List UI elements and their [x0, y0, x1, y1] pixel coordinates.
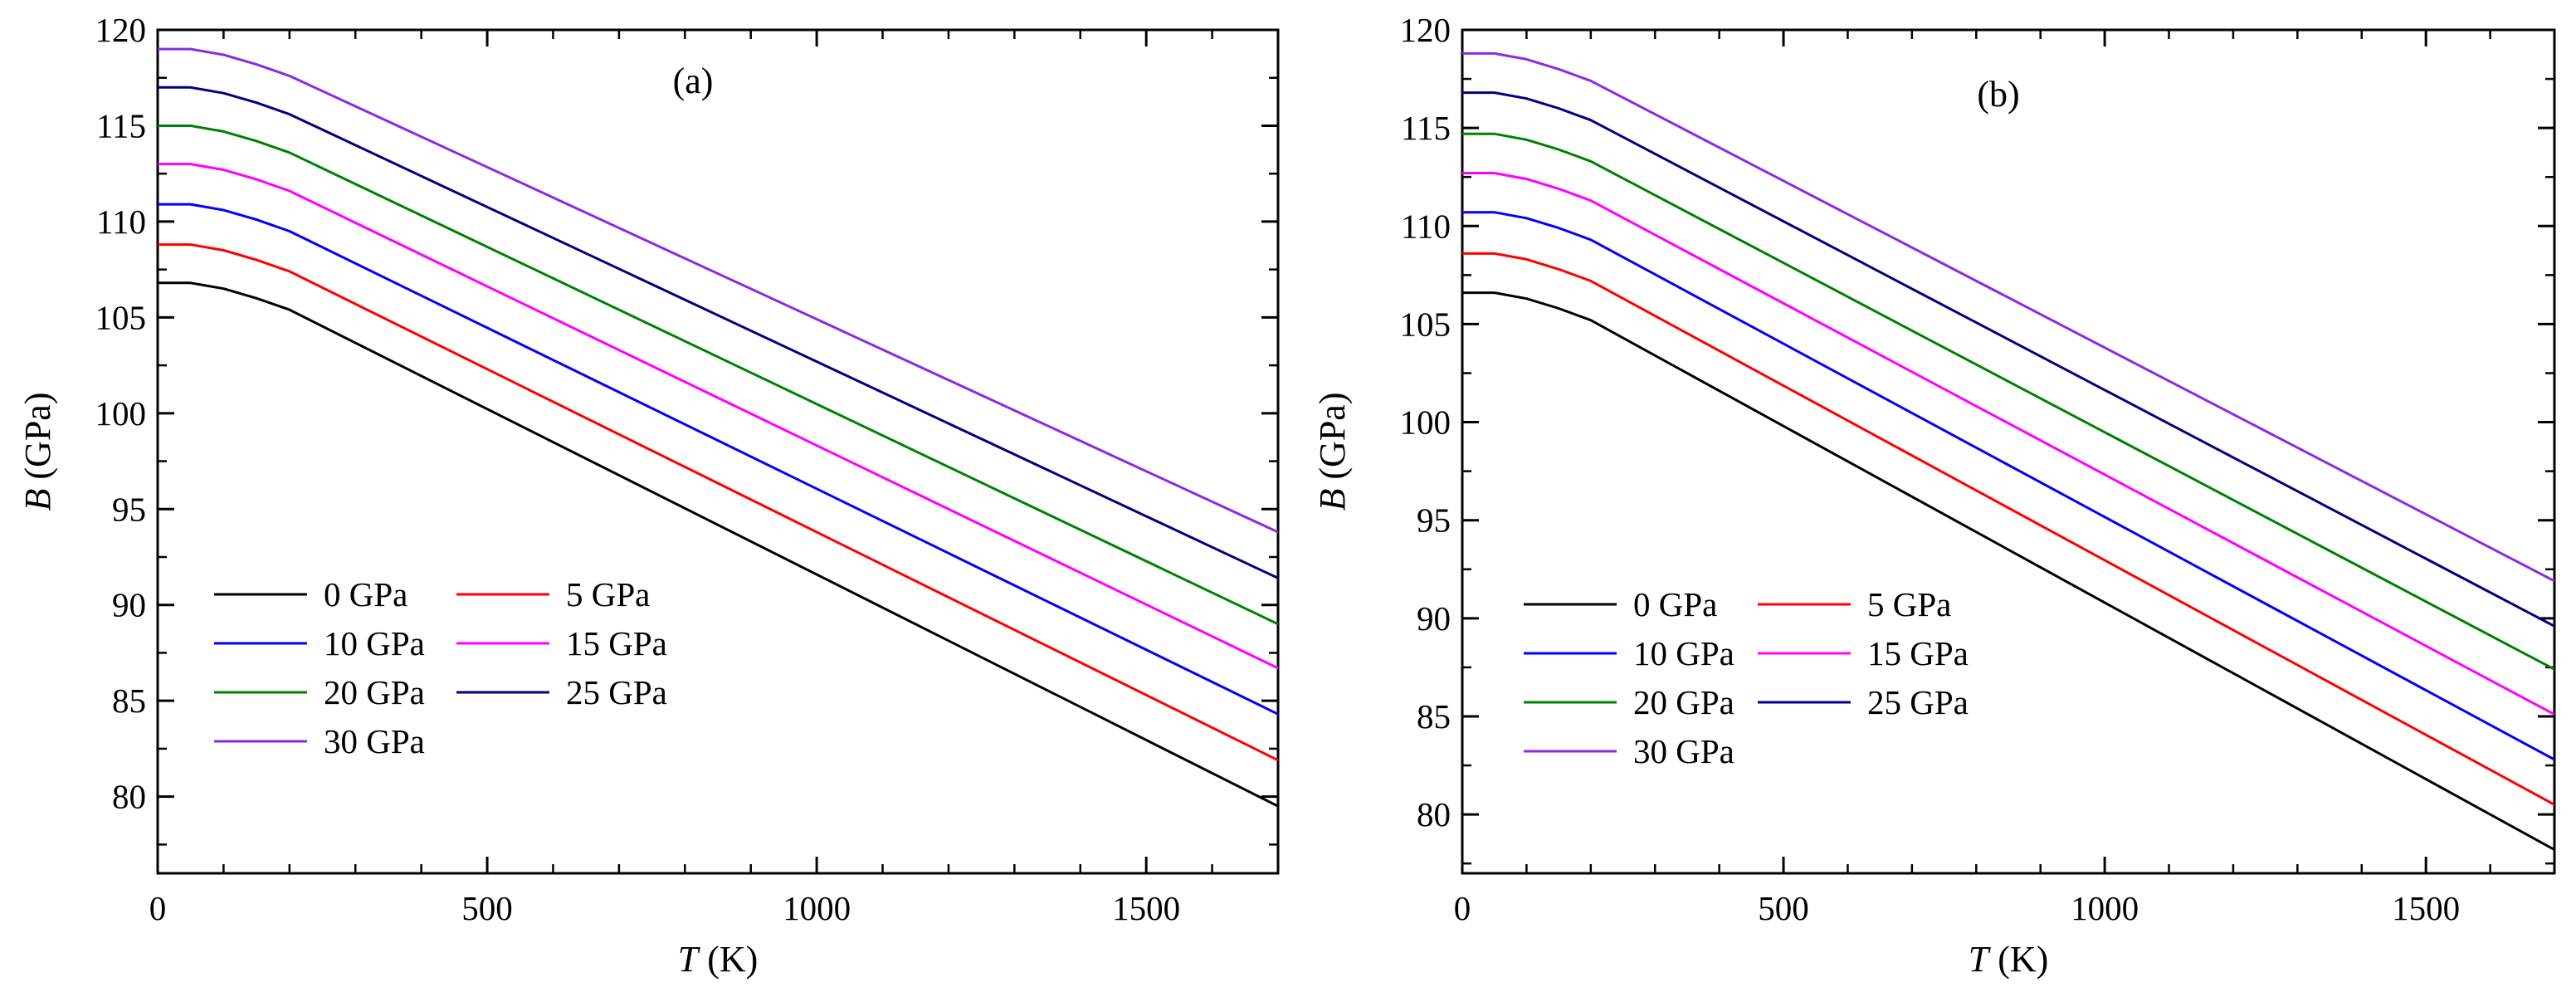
- panel-label: (a): [673, 61, 714, 101]
- chart-panel-2: 0 500 1000 1500 80 85 90 95 100 105 110 115 120 T (K)…: [1312, 11, 2556, 980]
- legend-label: 20 GPa: [324, 673, 425, 711]
- x-axis-title-variable: T: [1969, 939, 1992, 980]
- y-tick-label: 90: [1417, 599, 1451, 638]
- series-line-5-gpa: [158, 243, 1279, 762]
- series-line-10-gpa: [158, 203, 1279, 716]
- y-tick-label: 90: [112, 586, 146, 624]
- y-tick-label: 115: [96, 106, 146, 144]
- legend-label: 25 GPa: [1867, 683, 1969, 721]
- x-tick-label: 500: [461, 889, 513, 927]
- legend-label: 15 GPa: [1867, 634, 1969, 672]
- series-line-10-gpa: [1462, 211, 2555, 761]
- x-tick-label: 0: [149, 889, 167, 927]
- y-tick-label: 80: [1417, 795, 1451, 833]
- chart-panel-1: 0 500 1000 1500 80 85 90 95 100 105 110 115 120 T (K)…: [17, 11, 1280, 980]
- y-tick-label: 80: [112, 778, 146, 816]
- legend-label: 30 GPa: [324, 722, 425, 760]
- series-line-0-gpa: [158, 281, 1279, 808]
- series-line-0-gpa: [1462, 291, 2555, 851]
- series-line-5-gpa: [1462, 252, 2555, 806]
- y-tick-label: 110: [96, 203, 146, 241]
- legend-label: 0 GPa: [1633, 585, 1717, 623]
- y-tick-label: 95: [1417, 501, 1451, 540]
- x-tick-label: 0: [1454, 889, 1471, 927]
- plot-frame: [156, 28, 1280, 875]
- legend-label: 10 GPa: [1633, 634, 1734, 672]
- y-tick-label: 85: [1417, 697, 1451, 735]
- legend-label: 0 GPa: [324, 575, 407, 613]
- legend-label: 15 GPa: [566, 624, 667, 662]
- y-tick-label: 115: [1401, 109, 1451, 147]
- x-axis-title: T (K): [1969, 939, 2049, 980]
- y-tick-label: 95: [112, 490, 146, 528]
- series-line-30-gpa: [1462, 51, 2555, 583]
- x-tick-label: 1500: [2392, 889, 2460, 927]
- series-line-15-gpa: [1462, 172, 2555, 716]
- y-tick-label: 85: [112, 682, 146, 720]
- x-tick-label: 1000: [2071, 889, 2139, 927]
- y-axis-title-unit: (GPa): [17, 393, 58, 489]
- legend: 0 GPa 5 GPa 10 GPa 15 GPa 20 GPa 25 GPa 30 GPa: [214, 575, 667, 760]
- legend-label: 5 GPa: [1867, 585, 1951, 623]
- y-axis-title-variable: B: [1312, 489, 1353, 511]
- series-line-15-gpa: [158, 163, 1279, 670]
- x-axis-title: T (K): [678, 939, 759, 980]
- legend-label: 10 GPa: [324, 624, 425, 662]
- x-axis-title-variable: T: [678, 939, 701, 980]
- x-axis-title-unit: (K): [1988, 939, 2048, 980]
- y-axis-title: B (GPa): [17, 393, 58, 511]
- legend: 0 GPa 5 GPa 10 GPa 15 GPa 20 GPa 25 GPa 30 GPa: [1524, 585, 1969, 770]
- series-line-25-gpa: [158, 86, 1279, 579]
- series-line-20-gpa: [1462, 132, 2555, 671]
- y-tick-label: 100: [1400, 403, 1451, 442]
- plot-frame: [1461, 28, 2556, 875]
- y-tick-label: 105: [1400, 305, 1451, 343]
- y-tick-label: 105: [95, 298, 147, 336]
- y-axis-title: B (GPa): [1312, 393, 1353, 511]
- legend-label: 30 GPa: [1633, 732, 1734, 770]
- legend-label: 25 GPa: [566, 673, 667, 711]
- x-tick-label: 500: [1758, 889, 1809, 927]
- panel-label: (b): [1977, 74, 2019, 115]
- y-axis-title-variable: B: [17, 489, 58, 511]
- y-axis-title-unit: (GPa): [1312, 393, 1353, 489]
- series-line-25-gpa: [1462, 91, 2555, 628]
- y-tick-label: 120: [95, 11, 147, 49]
- y-tick-label: 120: [1400, 11, 1451, 49]
- legend-label: 5 GPa: [566, 575, 650, 613]
- x-tick-label: 1000: [783, 889, 851, 927]
- legend-label: 20 GPa: [1633, 683, 1734, 721]
- series-line-20-gpa: [158, 125, 1279, 626]
- series-line-30-gpa: [158, 47, 1279, 534]
- y-tick-label: 100: [95, 394, 147, 432]
- y-tick-label: 110: [1401, 207, 1451, 245]
- x-axis-title-unit: (K): [698, 939, 758, 980]
- x-tick-label: 1500: [1112, 889, 1180, 927]
